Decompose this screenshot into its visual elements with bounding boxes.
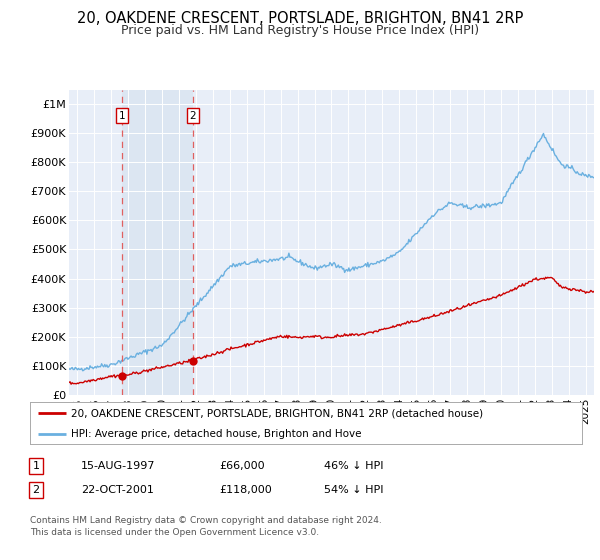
Text: 22-OCT-2001: 22-OCT-2001 xyxy=(81,485,154,495)
Text: 46% ↓ HPI: 46% ↓ HPI xyxy=(324,461,383,471)
Text: Price paid vs. HM Land Registry's House Price Index (HPI): Price paid vs. HM Land Registry's House … xyxy=(121,24,479,36)
Text: 20, OAKDENE CRESCENT, PORTSLADE, BRIGHTON, BN41 2RP: 20, OAKDENE CRESCENT, PORTSLADE, BRIGHTO… xyxy=(77,11,523,26)
Text: £66,000: £66,000 xyxy=(219,461,265,471)
Text: HPI: Average price, detached house, Brighton and Hove: HPI: Average price, detached house, Brig… xyxy=(71,430,362,439)
Text: 2: 2 xyxy=(190,110,196,120)
Text: 2: 2 xyxy=(32,485,40,495)
Text: 54% ↓ HPI: 54% ↓ HPI xyxy=(324,485,383,495)
Text: 20, OAKDENE CRESCENT, PORTSLADE, BRIGHTON, BN41 2RP (detached house): 20, OAKDENE CRESCENT, PORTSLADE, BRIGHTO… xyxy=(71,408,484,418)
Bar xyxy=(122,90,193,395)
Text: £118,000: £118,000 xyxy=(219,485,272,495)
Text: 1: 1 xyxy=(32,461,40,471)
Text: 15-AUG-1997: 15-AUG-1997 xyxy=(81,461,155,471)
Text: Contains HM Land Registry data © Crown copyright and database right 2024.
This d: Contains HM Land Registry data © Crown c… xyxy=(30,516,382,537)
Text: 1: 1 xyxy=(119,110,125,120)
